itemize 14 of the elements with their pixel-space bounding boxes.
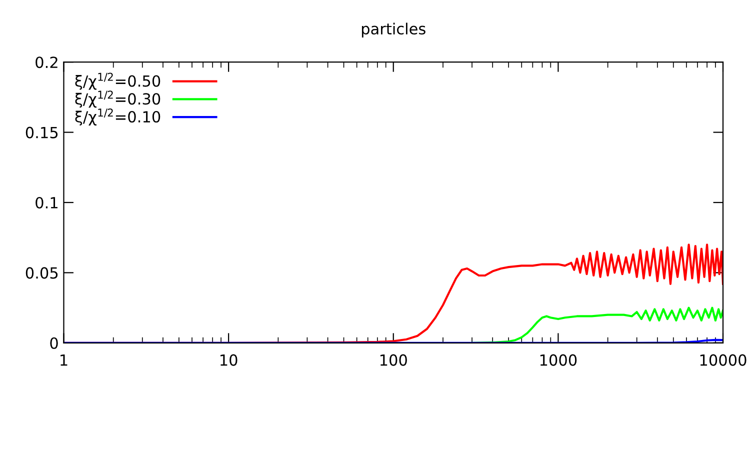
y-tick-label: 0.15 [26, 126, 58, 138]
y-tick-label: 0 [50, 337, 58, 349]
legend-label: ξ/χ$^{1/2}$=0.10 [75, 108, 160, 126]
x-tick-label: 1000 [540, 354, 577, 366]
x-tick-label: 10 [220, 354, 238, 366]
x-tick-label: 1 [60, 354, 68, 366]
legend-label: ξ/χ$^{1/2}$=0.30 [75, 90, 160, 108]
y-tick-label: 0.1 [36, 196, 58, 209]
x-tick-label: 100 [380, 354, 407, 366]
y-tick-label: 0.05 [26, 267, 58, 279]
legend-label: ξ/χ$^{1/2}$=0.50 [75, 72, 160, 90]
x-tick-label: 10000 [700, 354, 746, 366]
chart-title: particles [362, 22, 426, 38]
y-tick-label: 0.2 [36, 56, 58, 68]
